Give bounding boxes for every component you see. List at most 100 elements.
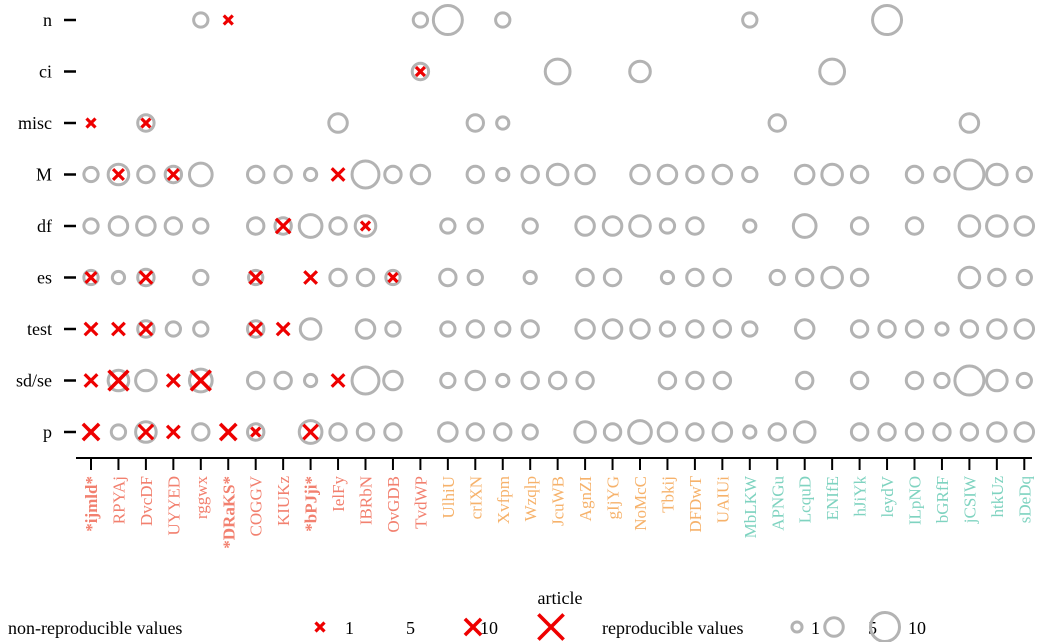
- x-tick-label: jCSIW: [960, 475, 979, 524]
- reproducible-circle: [82, 217, 100, 235]
- non-reproducible-cross: [330, 167, 346, 182]
- reproducible-circle: [328, 267, 348, 288]
- reproducible-circle: [601, 318, 624, 340]
- cross-stroke: [250, 426, 262, 438]
- reproducible-circle: [742, 218, 758, 234]
- x-tick-label: ILpNO: [906, 476, 925, 525]
- reproducible-circle: [933, 371, 951, 390]
- cross-stroke: [107, 369, 130, 392]
- reproducible-circle: [685, 370, 705, 391]
- cross-stroke: [463, 617, 483, 637]
- reproducible-circle: [741, 11, 759, 29]
- reproducible-circle: [959, 422, 980, 442]
- reproducible-circle: [685, 319, 705, 339]
- cross-stroke: [314, 621, 326, 633]
- non-reproducible-cross: [275, 321, 291, 337]
- reproducible-circle: [877, 422, 897, 442]
- y-tick-label: df: [37, 216, 52, 236]
- reproducible-circle: [134, 368, 158, 393]
- reproducible-circle: [767, 422, 787, 442]
- reproducible-circle: [273, 216, 293, 236]
- reproducible-circle: [384, 268, 402, 287]
- reproducible-circle: [820, 265, 844, 290]
- reproducible-circle: [495, 115, 511, 131]
- legend-circle-size-label: 5: [868, 618, 877, 638]
- reproducible-circle: [987, 267, 1007, 288]
- reproducible-circle: [192, 320, 210, 338]
- reproducible-circle: [1015, 371, 1033, 390]
- reproducible-circle: [134, 420, 158, 444]
- cross-stroke: [111, 167, 125, 182]
- x-tick-label: TvdWP: [411, 476, 430, 529]
- cross-stroke: [303, 270, 319, 285]
- reproducible-circle: [520, 370, 540, 391]
- reproducible-circle: [795, 370, 815, 391]
- reproducible-circle: [712, 319, 733, 339]
- x-tick-label: NoMcC: [631, 476, 650, 531]
- reproducible-circle: [820, 162, 844, 187]
- reproducible-circle: [328, 422, 348, 442]
- cross-stroke: [83, 321, 99, 337]
- non-reproducible-cross: [85, 117, 97, 129]
- y-tick-label: p: [43, 422, 52, 442]
- cross-stroke: [414, 65, 427, 78]
- reproducible-circle: [904, 319, 925, 339]
- reproducible-circle: [985, 214, 1009, 238]
- reproducible-circle: [246, 370, 266, 391]
- reproducible-circle: [628, 59, 652, 84]
- reproducible-circle: [136, 319, 156, 339]
- reproducible-circle: [711, 421, 734, 443]
- legend-cross-1: [314, 621, 326, 633]
- x-tick-label: *ijmld*: [82, 476, 101, 532]
- non-reproducible-cross: [165, 424, 181, 440]
- reproducible-circle: [627, 419, 653, 445]
- x-tick-label: UlhiU: [439, 476, 458, 519]
- x-tick-label: OvGDB: [384, 476, 403, 533]
- x-tick-label: ENIfE: [823, 476, 842, 520]
- reproducible-circle: [959, 319, 980, 339]
- reproducible-circle: [355, 422, 376, 442]
- cross-stroke: [166, 167, 180, 182]
- reproducible-circle: [602, 267, 623, 288]
- reproducible-circle: [573, 420, 597, 444]
- reproducible-circle: [849, 422, 870, 442]
- cross-stroke: [165, 424, 181, 440]
- legend-reproducible-label: reproducible values: [602, 618, 743, 638]
- non-reproducible-cross: [222, 14, 234, 26]
- reproducible-circle: [466, 268, 484, 287]
- reproducible-circle: [246, 319, 266, 339]
- reproducible-circle: [438, 267, 458, 288]
- legend-cross-size-label: 10: [480, 618, 498, 638]
- legend-cross-size-label: 1: [345, 618, 354, 638]
- reproducible-circle: [192, 11, 210, 29]
- reproducible-circle: [466, 217, 484, 235]
- cross-stroke: [189, 369, 212, 392]
- reproducible-circle: [355, 267, 376, 288]
- reproducible-circle: [795, 267, 815, 288]
- reproducible-circle: [354, 318, 377, 340]
- reproducible-circle: [958, 112, 981, 134]
- x-tick-label: leydV: [878, 475, 897, 517]
- reproducible-circle: [1013, 318, 1036, 340]
- reproducible-circle: [273, 370, 293, 391]
- reproducible-circle: [494, 11, 512, 29]
- y-tick-label: misc: [18, 113, 52, 133]
- x-tick-label: AgnZI: [576, 476, 595, 522]
- reproducible-circle: [932, 422, 952, 442]
- reproducible-circle: [712, 370, 733, 391]
- reproducible-circle: [327, 112, 349, 134]
- x-tick-label: LcquD: [796, 476, 815, 523]
- cross-stroke: [359, 220, 372, 232]
- reproducible-circle: [953, 364, 986, 397]
- reproducible-circle: [192, 217, 210, 235]
- reproducible-circle: [877, 319, 897, 339]
- non-reproducible-cross: [83, 321, 99, 337]
- legend-cross-10: [537, 613, 565, 641]
- reproducible-circle: [247, 268, 265, 287]
- reproducible-circle: [628, 214, 652, 238]
- reproducible-circle: [656, 421, 679, 443]
- reproducible-circle: [1015, 268, 1033, 287]
- legend-circle-size-label: 10: [908, 618, 926, 638]
- reproducible-circle: [985, 368, 1009, 393]
